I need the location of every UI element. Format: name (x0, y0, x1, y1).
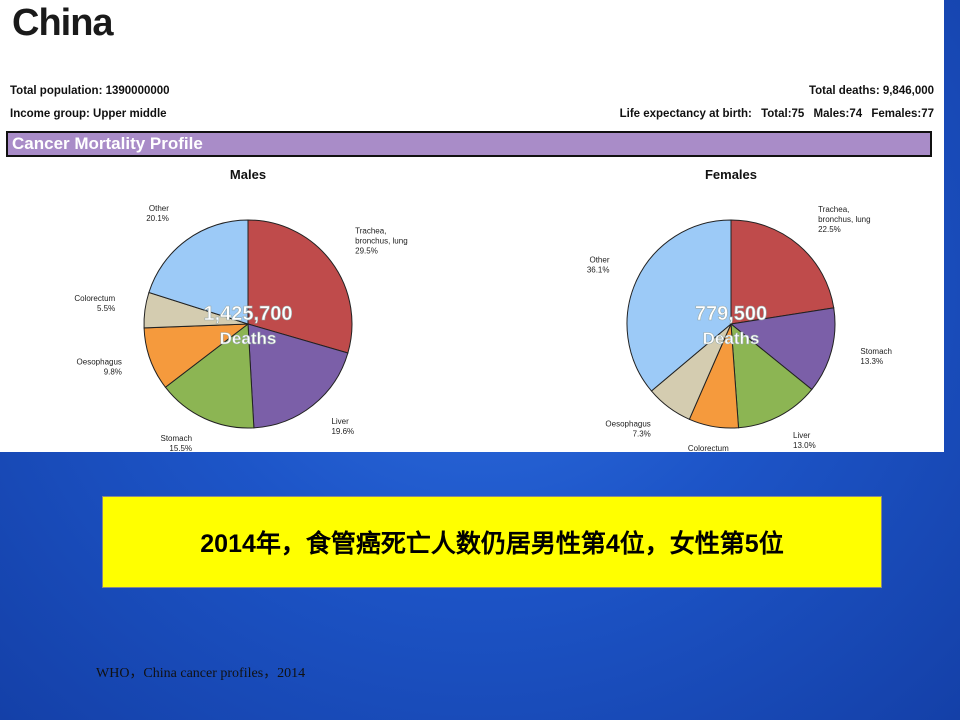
males-value-stomach: 15.5% (169, 444, 192, 452)
males-slice-liver (247, 323, 349, 429)
males-value-trachea-bronchus-lung: 29.5% (355, 247, 378, 256)
males-deaths-label: Deaths (220, 329, 277, 348)
females-value-liver: 13.0% (793, 441, 816, 450)
females-label-stomach: Stomach (860, 347, 892, 356)
females-slice-trachea-bronchus-lung (730, 219, 835, 325)
males-slice-trachea-bronchus-lung (247, 219, 353, 354)
males-slice-other (148, 219, 249, 325)
pie-charts: Trachea,bronchus, lung29.5%Liver19.6%Sto… (74, 167, 892, 452)
life-expectancy-males: Males:74 (813, 108, 863, 120)
females-total-deaths: 779,500 (695, 303, 767, 325)
males-total-deaths: 1,425,700 (204, 303, 293, 325)
females-label-liver: Liver (793, 431, 811, 440)
males-label-colorectum: Colorectum (74, 294, 115, 303)
females-slice-liver (730, 322, 813, 429)
females-label-colorectum: Colorectum (688, 444, 729, 452)
cancer-mortality-banner: Cancer Mortality Profile (6, 131, 932, 157)
males-label-liver: Liver (331, 417, 349, 426)
males-value-colorectum: 5.5% (97, 304, 115, 313)
cancer-profile-panel: China Total population: 1390000000 Incom… (6, 2, 934, 157)
males-label-stomach: Stomach (161, 434, 193, 443)
females-label-oesophagus: Oesophagus (605, 419, 650, 428)
total-population: Total population: 1390000000 (10, 85, 170, 97)
males-label-trachea-bronchus-lung: bronchus, lung (355, 237, 407, 246)
males-value-liver: 19.6% (331, 427, 354, 436)
life-expectancy: Life expectancy at birth: Total:75 Males… (614, 108, 934, 120)
females-label-trachea-bronchus-lung: bronchus, lung (818, 215, 870, 224)
females-label-other: Other (589, 255, 609, 264)
males-value-oesophagus: 9.8% (104, 367, 122, 376)
life-expectancy-label: Life expectancy at birth: (619, 108, 752, 120)
country-title: China (12, 2, 114, 44)
females-slice-other (626, 219, 732, 392)
females-deaths-label: Deaths (703, 329, 760, 348)
males-value-other: 20.1% (146, 214, 169, 223)
males-slice-stomach (164, 323, 255, 429)
males-label-trachea-bronchus-lung: Trachea, (355, 227, 386, 236)
life-expectancy-females: Females:77 (871, 108, 934, 120)
source-citation: WHO，China cancer profiles，2014 (96, 666, 306, 681)
males-label-oesophagus: Oesophagus (77, 357, 122, 366)
females-value-other: 36.1% (587, 265, 610, 274)
females-pie-title: Females (705, 167, 757, 182)
callout-box: 2014年，食管癌死亡人数仍居男性第4位，女性第5位 (102, 496, 882, 588)
males-pie-title: Males (230, 167, 266, 182)
females-value-trachea-bronchus-lung: 22.5% (818, 225, 841, 234)
total-deaths: Total deaths: 9,846,000 (808, 85, 934, 97)
males-label-other: Other (149, 204, 169, 213)
females-value-oesophagus: 7.3% (633, 429, 651, 438)
life-expectancy-total: Total:75 (761, 108, 805, 120)
females-value-stomach: 13.3% (860, 357, 883, 366)
income-group: Income group: Upper middle (10, 108, 167, 120)
females-slice-stomach (729, 307, 836, 391)
females-label-trachea-bronchus-lung: Trachea, (818, 205, 849, 214)
